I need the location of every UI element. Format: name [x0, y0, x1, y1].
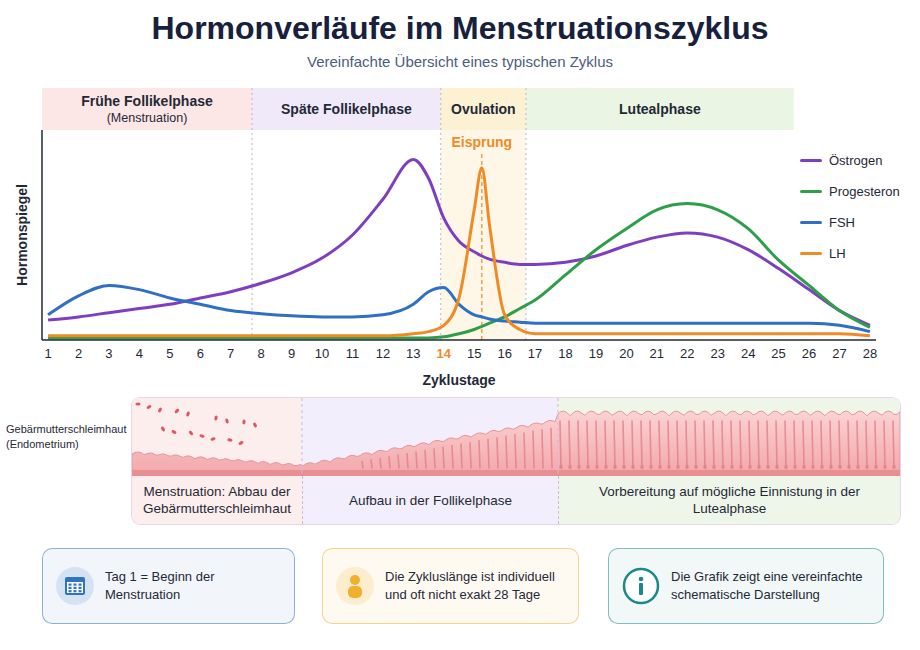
html-text:Hormonspiegel: Hormonspiegel	[14, 184, 30, 286]
svg-text:4: 4	[136, 346, 143, 361]
html-text:Menstruation: Abbau der Gebärm: Menstruation: Abbau der Gebärmutterschle…	[143, 484, 291, 516]
svg-text:9: 9	[288, 346, 295, 361]
svg-text:Ovulation: Ovulation	[451, 101, 516, 117]
svg-text:17: 17	[528, 346, 542, 361]
svg-text:16: 16	[497, 346, 511, 361]
svg-text:7: 7	[227, 346, 234, 361]
svg-text:13: 13	[406, 346, 420, 361]
svg-text:1: 1	[44, 346, 51, 361]
svg-text:11: 11	[346, 346, 360, 361]
svg-text:14: 14	[437, 346, 452, 361]
svg-text:Späte Follikelphase: Späte Follikelphase	[281, 101, 412, 117]
html-text:Östrogen: Östrogen	[829, 153, 883, 168]
svg-text:22: 22	[680, 346, 694, 361]
svg-text:12: 12	[376, 346, 390, 361]
html-text:Die Grafik zeigt eine vereinfa: Die Grafik zeigt eine vereinfachte schem…	[671, 569, 863, 602]
svg-text:26: 26	[802, 346, 816, 361]
html-text:Vereinfachte Übersicht eines t: Vereinfachte Übersicht eines typischen Z…	[307, 53, 613, 70]
svg-text:6: 6	[197, 346, 204, 361]
html-text:Tag 1 = Beginn der Menstruatio: Tag 1 = Beginn der Menstruation	[105, 569, 215, 602]
html-text:FSH: FSH	[829, 215, 855, 230]
svg-text:Zyklustage: Zyklustage	[422, 372, 495, 388]
html-text:LH: LH	[829, 246, 846, 261]
html-text:Hormonverläufe im Menstruation: Hormonverläufe im Menstruationszyklus	[151, 10, 769, 46]
html-text:Aufbau in der Follikelphase: Aufbau in der Follikelphase	[349, 492, 512, 508]
svg-text:3: 3	[105, 346, 112, 361]
svg-text:27: 27	[832, 346, 846, 361]
html-text:(Endometrium): (Endometrium)	[6, 438, 79, 450]
svg-text:2: 2	[75, 346, 82, 361]
svg-text:18: 18	[558, 346, 572, 361]
html-text:Vorbereitung auf mögliche Einn: Vorbereitung auf mögliche Einnistung in …	[598, 484, 861, 516]
svg-text:15: 15	[467, 346, 481, 361]
svg-text:Lutealphase: Lutealphase	[619, 101, 701, 117]
svg-text:20: 20	[619, 346, 633, 361]
svg-text:25: 25	[771, 346, 785, 361]
svg-text:10: 10	[315, 346, 329, 361]
html-text:Progesteron: Progesteron	[829, 184, 900, 199]
svg-text:24: 24	[741, 346, 755, 361]
svg-text:28: 28	[863, 346, 877, 361]
svg-text:23: 23	[710, 346, 724, 361]
svg-text:Eisprung: Eisprung	[451, 134, 512, 150]
svg-text:Frühe Follikelphase: Frühe Follikelphase	[81, 93, 213, 109]
html-text:Die Zykluslänge ist individuel: Die Zykluslänge ist individuell und oft …	[385, 569, 555, 602]
html-text:Gebärmutterschleimhaut: Gebärmutterschleimhaut	[6, 423, 127, 435]
svg-text:19: 19	[589, 346, 603, 361]
svg-text:(Menstruation): (Menstruation)	[107, 111, 188, 125]
svg-text:8: 8	[258, 346, 265, 361]
svg-text:5: 5	[166, 346, 173, 361]
svg-text:21: 21	[650, 346, 664, 361]
